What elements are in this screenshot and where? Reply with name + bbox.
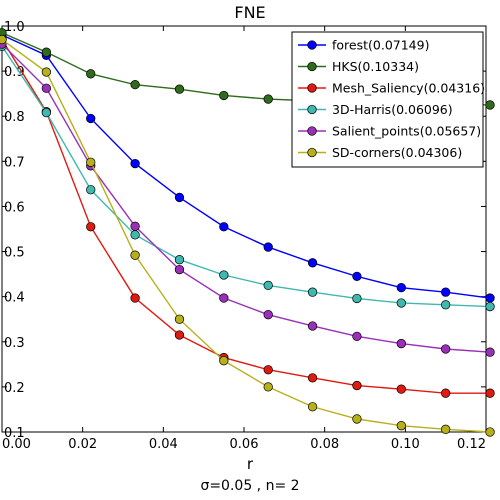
data-point <box>352 331 362 342</box>
data-point <box>352 293 362 304</box>
data-point <box>485 301 495 312</box>
legend-marker <box>307 61 317 72</box>
data-point <box>86 113 96 124</box>
data-point <box>219 222 229 232</box>
y-tick-label: 0.1 <box>4 426 25 441</box>
series-line <box>1 38 491 433</box>
data-point <box>174 255 185 265</box>
data-point <box>219 293 229 303</box>
data-point <box>396 338 406 349</box>
data-point <box>86 222 96 232</box>
legend-label: forest(0.07149) <box>332 38 429 53</box>
data-point <box>263 382 273 392</box>
data-point <box>485 293 495 303</box>
legend-label: Mesh_Saliency(0.04316) <box>332 81 485 96</box>
data-point <box>130 230 140 240</box>
data-point <box>86 69 96 79</box>
data-point <box>307 402 318 412</box>
legend-label: SD-corners(0.04306) <box>332 145 462 160</box>
legend-marker <box>307 147 317 158</box>
legend-marker <box>307 126 317 136</box>
data-point <box>307 287 318 297</box>
data-point <box>441 300 451 310</box>
data-point <box>219 356 229 366</box>
data-point <box>396 298 406 308</box>
data-point <box>396 282 406 293</box>
data-point <box>41 83 52 93</box>
y-tick-label: 0.4 <box>4 291 25 306</box>
legend-box <box>291 31 484 168</box>
chart-title: FNE <box>234 3 266 22</box>
data-point <box>174 314 185 324</box>
legend-marker <box>307 83 317 93</box>
data-point <box>174 84 185 94</box>
data-point <box>396 384 406 394</box>
data-point <box>130 250 140 260</box>
legend-label: 3D-Harris(0.06096) <box>332 102 453 117</box>
legend-label: HKS(0.10334) <box>332 59 419 74</box>
data-point <box>485 388 495 398</box>
x-tick-label: 0.08 <box>310 437 339 452</box>
data-point <box>485 427 495 437</box>
data-point <box>396 421 406 431</box>
series-line <box>1 34 491 299</box>
y-tick-label: 1.0 <box>4 20 25 35</box>
series-line <box>1 45 491 308</box>
data-point <box>130 79 140 90</box>
y-tick-label: 0.6 <box>4 200 25 215</box>
x-axis-label: r <box>246 455 254 473</box>
data-point <box>41 107 52 118</box>
y-tick-label: 0.5 <box>4 246 25 261</box>
x-tick-label: 0.12 <box>457 437 486 452</box>
chart-caption: σ=0.05 , n= 2 <box>200 478 300 494</box>
x-tick-label: 0.10 <box>391 437 420 452</box>
data-point <box>307 321 318 331</box>
y-tick-label: 0.2 <box>4 381 25 396</box>
data-point <box>174 264 185 275</box>
x-tick-label: 0.02 <box>68 437 97 452</box>
data-point <box>352 414 362 424</box>
data-point <box>441 424 451 434</box>
x-tick-label: 0.06 <box>230 437 259 452</box>
data-point <box>174 192 185 203</box>
legend-marker <box>307 40 317 50</box>
data-point <box>441 388 451 398</box>
data-point <box>307 373 318 383</box>
data-point <box>0 34 7 45</box>
data-point <box>307 258 318 268</box>
data-point <box>485 347 495 357</box>
data-point <box>86 185 96 195</box>
series-line <box>1 43 491 353</box>
data-point <box>41 47 52 57</box>
x-tick-label: 0.00 <box>2 437 31 452</box>
data-point <box>263 310 273 320</box>
data-point <box>263 94 273 104</box>
data-point <box>263 242 273 252</box>
legend-marker <box>307 104 317 115</box>
data-point <box>485 100 495 110</box>
data-point <box>263 365 273 375</box>
y-tick-label: 0.3 <box>4 336 25 351</box>
data-point <box>441 344 451 354</box>
data-point <box>174 330 185 340</box>
data-point <box>441 287 451 297</box>
legend-label: Salient_points(0.05657) <box>332 124 481 139</box>
y-tick-label: 0.7 <box>4 155 25 170</box>
data-point <box>130 158 140 169</box>
data-point <box>219 90 229 101</box>
data-point <box>219 270 229 280</box>
data-point <box>352 271 362 282</box>
data-point <box>86 157 96 167</box>
x-tick-label: 0.04 <box>149 437 178 452</box>
data-point <box>130 221 140 231</box>
data-point <box>352 380 362 391</box>
data-point <box>263 280 273 291</box>
data-point <box>41 67 52 77</box>
y-tick-label: 0.8 <box>4 110 25 125</box>
data-point <box>130 293 140 303</box>
series-line <box>1 39 491 394</box>
